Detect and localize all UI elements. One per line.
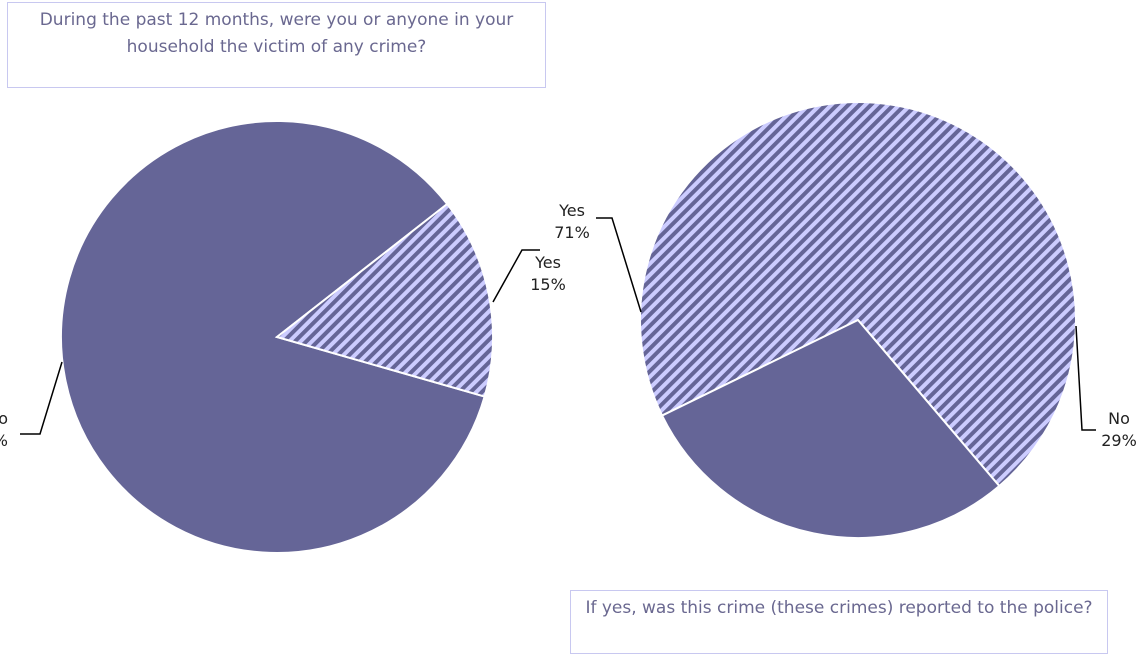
chart-title-reported-to-police: If yes, was this crime (these crimes) re… xyxy=(570,590,1108,654)
leader-line-yes xyxy=(492,249,540,303)
slice-value-label-yes: 71% xyxy=(554,223,590,242)
slice-label-no: No xyxy=(0,409,8,428)
pie-slice-yes xyxy=(274,202,494,398)
slice-label-no: No xyxy=(1108,409,1130,428)
pie-slice-no xyxy=(60,120,486,555)
pie-slice-no xyxy=(660,318,1001,539)
pie-chart-reported-to-police: Yes 71% No 29% xyxy=(554,101,1137,539)
leader-line-no xyxy=(20,361,63,435)
slice-label-yes: Yes xyxy=(534,253,561,272)
slice-label-yes: Yes xyxy=(558,201,585,220)
chart-title-crime-victim: During the past 12 months, were you or a… xyxy=(7,2,546,88)
slice-value-label-no: 85% xyxy=(0,431,8,450)
leader-line-no xyxy=(1075,325,1096,431)
pie-chart-crime-victim: No 85% Yes 15% xyxy=(0,120,566,555)
slice-value-label-no: 29% xyxy=(1101,431,1137,450)
slice-value-label-yes: 15% xyxy=(530,275,566,294)
pie-slice-yes xyxy=(639,101,1077,488)
leader-line-yes xyxy=(596,217,642,313)
